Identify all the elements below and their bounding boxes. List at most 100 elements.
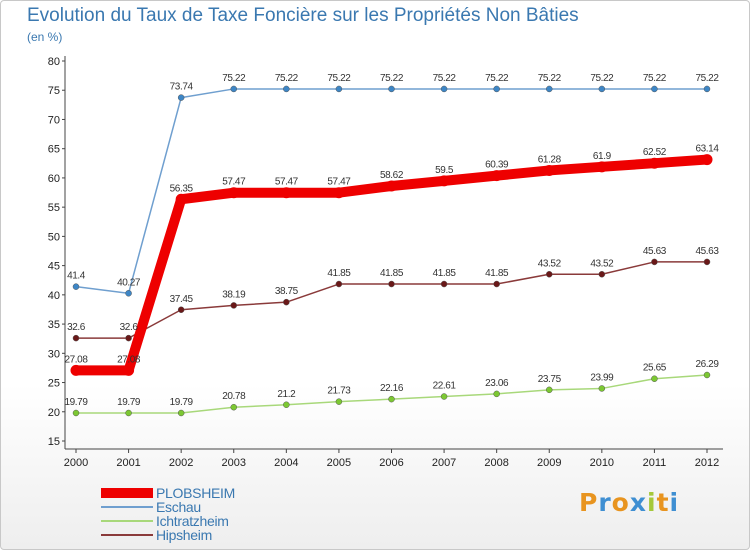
data-label-plobsheim: 27.08 xyxy=(64,354,88,365)
data-label-plobsheim: 57.47 xyxy=(327,177,351,188)
data-label-ichtratzheim: 25.65 xyxy=(643,363,667,374)
data-point-eschau xyxy=(598,85,606,93)
data-label-eschau: 75.22 xyxy=(222,73,246,84)
data-label-ichtratzheim: 22.16 xyxy=(380,383,404,394)
y-tick-label: 65 xyxy=(48,144,60,156)
legend-swatch-ichtratzheim xyxy=(101,520,153,522)
y-tick-label: 75 xyxy=(48,85,60,97)
logo-letter: t xyxy=(656,488,670,517)
data-point-ichtratzheim xyxy=(493,390,500,398)
data-label-hipsheim: 38.75 xyxy=(275,286,299,297)
data-point-eschau xyxy=(72,283,80,290)
logo-letter: x xyxy=(629,488,647,517)
data-point-plobsheim xyxy=(386,180,397,192)
data-point-plobsheim xyxy=(491,170,503,182)
data-label-hipsheim: 41.85 xyxy=(380,268,404,279)
x-tick-label: 2007 xyxy=(432,457,456,469)
data-label-eschau: 40.27 xyxy=(117,277,141,288)
data-label-ichtratzheim: 23.75 xyxy=(538,374,562,385)
data-point-eschau xyxy=(546,85,553,93)
axes: 15 20 25 30 35 40 45 50 55 60 65 70 75 80 2000 2001 2002… xyxy=(48,56,723,469)
x-tick-label: 2000 xyxy=(64,457,88,469)
data-label-ichtratzheim: 22.61 xyxy=(433,381,457,392)
data-point-hipsheim xyxy=(493,280,500,288)
y-axis-unit-label: (en %) xyxy=(27,30,63,44)
data-point-hipsheim xyxy=(177,306,185,314)
data-label-plobsheim: 27.08 xyxy=(117,354,141,365)
data-point-plobsheim xyxy=(701,154,713,166)
y-tick-label: 70 xyxy=(48,114,60,126)
logo-letter: P xyxy=(579,488,599,517)
data-label-plobsheim: 62.52 xyxy=(643,147,667,158)
data-label-plobsheim: 58.62 xyxy=(380,170,404,181)
data-point-plobsheim xyxy=(123,364,135,376)
data-point-plobsheim xyxy=(175,193,187,205)
data-point-plobsheim xyxy=(438,175,450,187)
data-label-ichtratzheim: 21.73 xyxy=(327,386,351,397)
data-point-hipsheim xyxy=(230,302,237,309)
x-tick-label: 2005 xyxy=(327,457,351,469)
chart-title: Evolution du Taux de Taxe Foncière sur l… xyxy=(27,5,579,26)
data-label-hipsheim: 32.6 xyxy=(120,322,139,333)
data-point-hipsheim xyxy=(651,258,658,266)
series-ichtratzheim xyxy=(72,371,711,417)
logo-letter: i xyxy=(669,488,680,517)
logo-letter: r xyxy=(598,488,612,517)
data-point-eschau xyxy=(651,85,658,93)
data-label-plobsheim: 61.28 xyxy=(538,154,562,165)
legend-swatch-eschau xyxy=(101,506,153,508)
data-label-plobsheim: 56.35 xyxy=(170,183,194,194)
data-point-plobsheim xyxy=(280,187,292,199)
data-label-hipsheim: 45.63 xyxy=(695,246,719,257)
data-label-ichtratzheim: 19.79 xyxy=(64,397,88,408)
data-point-eschau xyxy=(125,290,132,297)
data-label-eschau: 73.74 xyxy=(170,82,194,93)
data-point-eschau xyxy=(493,85,500,93)
y-tick-label: 30 xyxy=(48,348,60,360)
data-point-hipsheim xyxy=(335,280,343,288)
x-tick-label: 2008 xyxy=(484,457,508,469)
y-tick-label: 15 xyxy=(48,436,60,448)
data-point-ichtratzheim xyxy=(440,393,448,400)
data-label-ichtratzheim: 20.78 xyxy=(222,391,246,402)
data-label-plobsheim: 61.9 xyxy=(593,151,612,162)
y-tick-label: 20 xyxy=(48,407,60,419)
x-tick-label: 2010 xyxy=(590,457,614,469)
data-point-ichtratzheim xyxy=(651,375,658,382)
data-point-ichtratzheim xyxy=(283,401,290,409)
x-tick-label: 2006 xyxy=(379,457,403,469)
data-label-ichtratzheim: 23.06 xyxy=(485,378,509,389)
data-point-ichtratzheim xyxy=(125,409,132,417)
data-label-eschau: 41.4 xyxy=(67,271,86,282)
x-tick-label: 2004 xyxy=(274,457,298,469)
data-point-hipsheim xyxy=(546,271,553,278)
data-label-hipsheim: 41.85 xyxy=(433,268,457,279)
data-label-ichtratzheim: 21.2 xyxy=(277,389,296,400)
data-label-eschau: 75.22 xyxy=(538,73,562,84)
data-point-eschau xyxy=(440,85,448,93)
y-tick-label: 25 xyxy=(48,378,60,390)
y-tick-label: 60 xyxy=(48,173,60,185)
proxiti-logo: Proxiti xyxy=(579,488,679,517)
data-label-ichtratzheim: 26.29 xyxy=(695,359,719,370)
data-label-eschau: 75.22 xyxy=(590,73,614,84)
legend-label-ichtratzheim: Ichtratzheim xyxy=(156,513,229,529)
data-label-hipsheim: 38.19 xyxy=(222,289,246,300)
data-point-plobsheim xyxy=(596,161,608,173)
data-point-ichtratzheim xyxy=(388,395,395,403)
data-point-plobsheim xyxy=(228,187,240,199)
data-label-ichtratzheim: 19.79 xyxy=(170,397,194,408)
legend-swatch-plobsheim xyxy=(101,488,153,498)
data-point-plobsheim xyxy=(333,187,345,199)
series-eschau xyxy=(72,85,711,297)
data-point-hipsheim xyxy=(598,271,606,278)
y-tick-label: 45 xyxy=(48,261,60,273)
x-tick-label: 2003 xyxy=(222,457,246,469)
data-point-ichtratzheim xyxy=(177,409,185,417)
x-tick-label: 2001 xyxy=(116,457,140,469)
legend-label-plobsheim: PLOBSHEIM xyxy=(156,485,235,501)
legend-label-eschau: Eschau xyxy=(156,499,201,515)
data-point-hipsheim xyxy=(125,334,132,342)
